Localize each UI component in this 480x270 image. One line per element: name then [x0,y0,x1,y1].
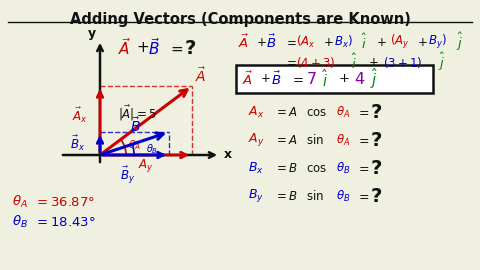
Text: $\sin$: $\sin$ [306,189,324,203]
Text: $\mathbf{?}$: $\mathbf{?}$ [370,103,382,122]
Text: $\hat{j}$: $\hat{j}$ [456,31,464,53]
Text: $\theta_B$: $\theta_B$ [146,142,158,156]
Text: $+$: $+$ [256,35,266,49]
Text: Adding Vectors (Components are Known): Adding Vectors (Components are Known) [70,12,410,27]
Text: $\vec{A}$: $\vec{A}$ [242,70,253,88]
Text: $\vec{B}_x$: $\vec{B}_x$ [71,133,85,153]
Text: $\vec{A}_y$: $\vec{A}_y$ [138,154,154,175]
Text: $\hat{j}$: $\hat{j}$ [370,67,378,92]
Text: $(A_x$: $(A_x$ [296,34,315,50]
Text: $= A$: $= A$ [274,106,298,119]
Text: $=$: $=$ [356,106,370,119]
Text: $= B$: $= B$ [274,190,298,202]
Text: $= 36.87°$: $= 36.87°$ [34,195,95,208]
Text: $\mathbf{?}$: $\mathbf{?}$ [370,130,382,150]
Text: $\vec{B}_y$: $\vec{B}_y$ [120,165,135,186]
Text: $\vec{A}$: $\vec{A}$ [118,38,131,59]
Text: $\vec{A}$: $\vec{A}$ [238,33,249,51]
Text: $\hat{i}$: $\hat{i}$ [351,52,357,72]
Text: $= A$: $= A$ [274,133,298,147]
Text: $\mathbf{?}$: $\mathbf{?}$ [370,158,382,177]
Text: $(A_y$: $(A_y$ [390,33,409,51]
Text: $=$: $=$ [356,161,370,174]
Text: $\vec{B}$: $\vec{B}$ [266,33,276,51]
Text: $B_y$: $B_y$ [248,187,264,204]
Text: $=$: $=$ [284,56,297,69]
Text: $\hat{i}$: $\hat{i}$ [322,68,329,90]
Text: $7$: $7$ [306,71,317,87]
Text: $\theta_B$: $\theta_B$ [12,214,28,230]
Text: $=$: $=$ [290,73,304,86]
Text: $\cos$: $\cos$ [306,106,327,119]
Text: $\vec{B}$: $\vec{B}$ [271,70,281,88]
Text: $B_x$: $B_x$ [248,160,264,176]
Text: $(3 + 1)$: $(3 + 1)$ [383,55,422,69]
Text: $B_y)$: $B_y)$ [428,33,447,51]
Text: $\theta_A$: $\theta_A$ [336,104,350,120]
Text: $+$: $+$ [136,40,149,56]
Text: $\theta_A$: $\theta_A$ [128,138,141,152]
Text: $B_x)$: $B_x)$ [334,34,353,50]
Text: $4$: $4$ [354,71,365,87]
Text: $+$: $+$ [368,56,379,69]
Text: $\vec{A}_x$: $\vec{A}_x$ [72,106,88,124]
Text: $(4 + 3)$: $(4 + 3)$ [296,55,336,69]
Text: x: x [224,148,232,161]
Text: $+$: $+$ [338,73,349,86]
Text: $+$: $+$ [376,35,386,49]
Text: $\sin$: $\sin$ [306,133,324,147]
Text: $=$: $=$ [356,190,370,202]
Text: $=$: $=$ [356,133,370,147]
Text: $A_y$: $A_y$ [248,131,264,149]
Text: $\theta_A$: $\theta_A$ [336,133,350,147]
Text: $= 18.43°$: $= 18.43°$ [34,215,96,228]
Text: $\theta_B$: $\theta_B$ [336,188,350,204]
Text: $\mathbf{?}$: $\mathbf{?}$ [184,39,196,58]
Text: $+$: $+$ [323,35,334,49]
Text: $\vec{B}$: $\vec{B}$ [130,116,140,134]
Text: $=$: $=$ [168,40,184,56]
FancyBboxPatch shape [236,65,433,93]
Text: $\vec{B}$: $\vec{B}$ [148,38,160,59]
Text: $\theta_B$: $\theta_B$ [336,160,350,176]
Text: $A_x$: $A_x$ [248,104,264,120]
Text: $= B$: $= B$ [274,161,298,174]
Text: $|\vec{A}|=5$: $|\vec{A}|=5$ [118,104,157,123]
Text: $\theta_A$: $\theta_A$ [12,194,28,210]
Text: y: y [88,27,96,40]
Text: $\vec{A}$: $\vec{A}$ [195,66,206,85]
Text: $+$: $+$ [260,73,271,86]
Text: $\hat{j}$: $\hat{j}$ [438,51,445,73]
Text: $\cos$: $\cos$ [306,161,327,174]
Text: $=$: $=$ [284,35,297,49]
Text: $+$: $+$ [417,35,428,49]
Text: $\mathbf{?}$: $\mathbf{?}$ [370,187,382,205]
Text: $\hat{i}$: $\hat{i}$ [361,32,367,52]
